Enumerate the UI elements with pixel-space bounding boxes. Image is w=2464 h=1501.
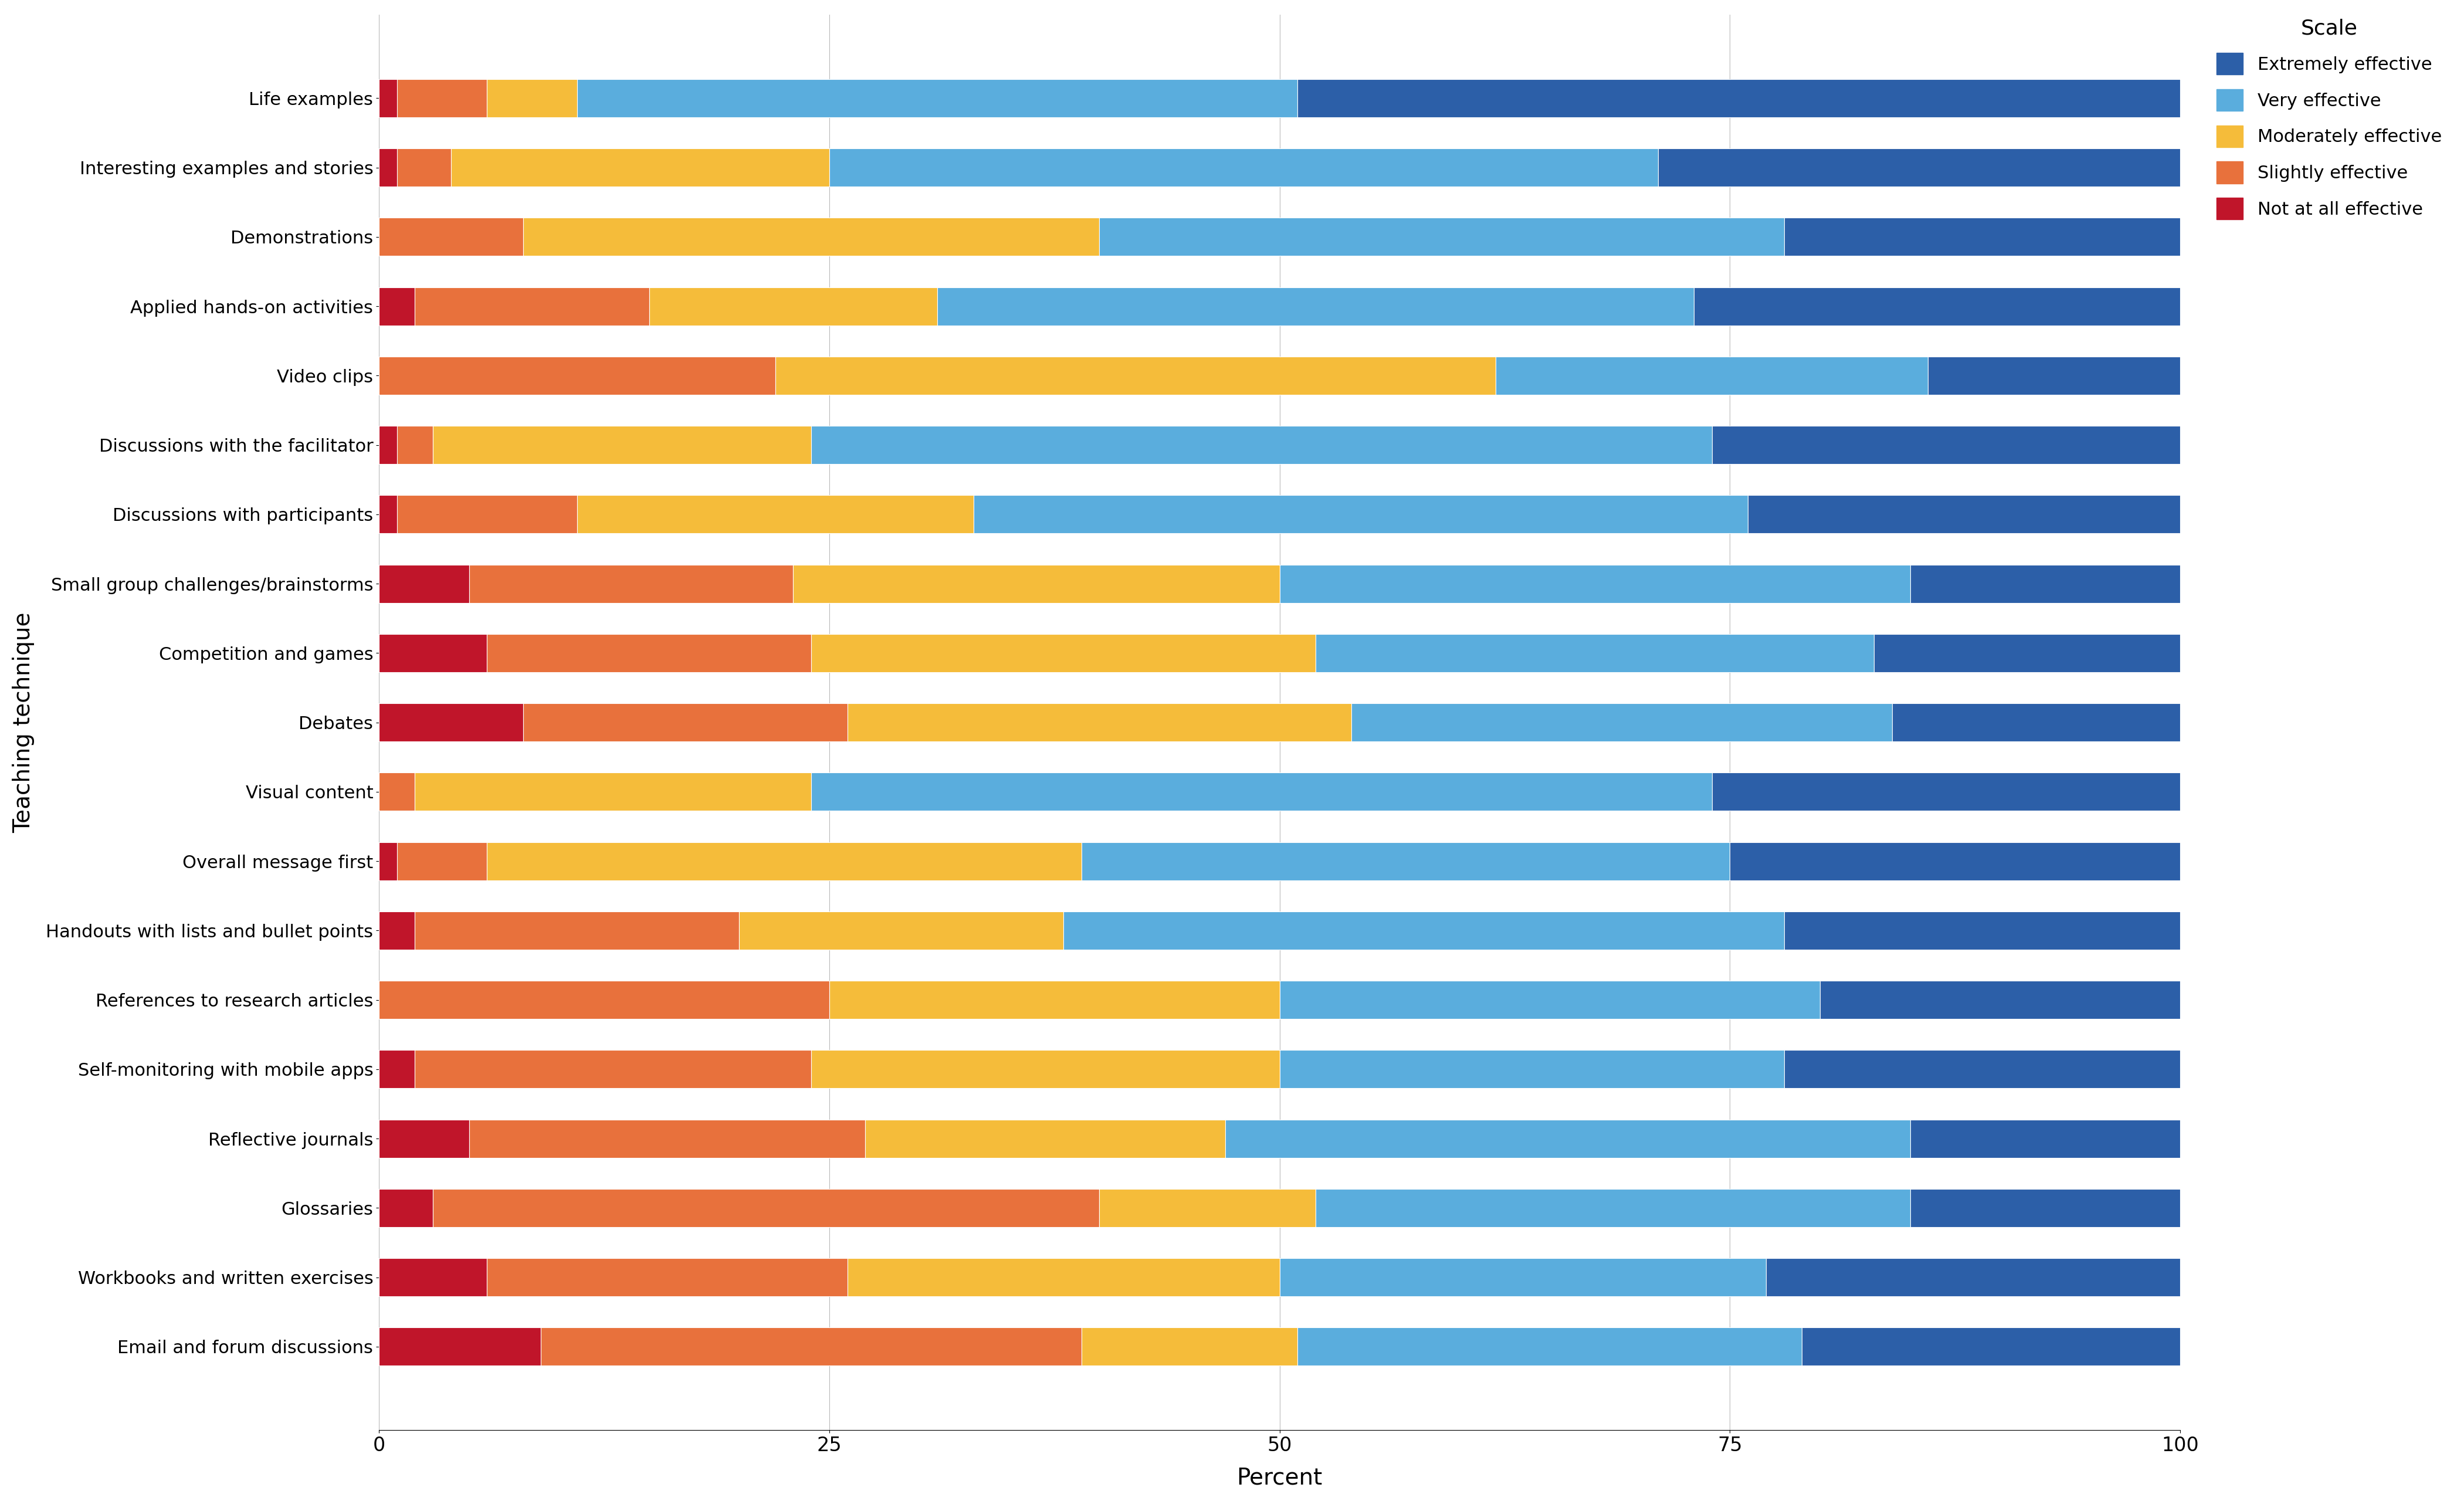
Bar [397, 80, 488, 117]
Bar [1910, 1120, 2181, 1157]
Bar [793, 564, 1279, 603]
Bar [379, 357, 776, 395]
Bar [776, 357, 1496, 395]
Bar [397, 426, 434, 464]
Bar [1279, 1258, 1767, 1297]
Bar [811, 1051, 1279, 1088]
Bar [811, 773, 1712, 811]
Bar [1747, 495, 2181, 533]
Bar [1910, 1189, 2181, 1226]
Bar [1316, 633, 1875, 672]
Bar [1658, 149, 2181, 186]
Bar [379, 426, 397, 464]
Bar [1082, 842, 1730, 880]
Bar [1279, 564, 1910, 603]
Bar [1279, 1051, 1784, 1088]
Bar [414, 773, 811, 811]
Bar [414, 287, 648, 326]
Bar [848, 704, 1353, 741]
Bar [1225, 1120, 1910, 1157]
Bar [1712, 426, 2181, 464]
Bar [379, 80, 397, 117]
Bar [522, 218, 1099, 257]
Bar [379, 1258, 488, 1297]
Bar [811, 426, 1712, 464]
X-axis label: Percent: Percent [1237, 1466, 1323, 1489]
Bar [1496, 357, 1927, 395]
Bar [468, 1120, 865, 1157]
Bar [830, 149, 1658, 186]
Bar [1821, 980, 2181, 1019]
Bar [451, 149, 830, 186]
Bar [522, 704, 848, 741]
Bar [1730, 842, 2181, 880]
Bar [488, 80, 577, 117]
Bar [414, 1051, 811, 1088]
Bar [434, 1189, 1099, 1226]
Bar [1064, 911, 1784, 950]
Bar [1784, 218, 2181, 257]
Bar [379, 564, 468, 603]
Bar [739, 911, 1064, 950]
Bar [379, 149, 397, 186]
Bar [1353, 704, 1892, 741]
Bar [830, 980, 1279, 1019]
Bar [488, 633, 811, 672]
Bar [397, 495, 577, 533]
Bar [1875, 633, 2181, 672]
Bar [1099, 1189, 1316, 1226]
Bar [577, 80, 1299, 117]
Bar [379, 495, 397, 533]
Bar [379, 287, 414, 326]
Bar [1892, 704, 2181, 741]
Bar [1279, 980, 1821, 1019]
Bar [379, 1120, 468, 1157]
Bar [397, 149, 451, 186]
Bar [1316, 1189, 1910, 1226]
Bar [379, 911, 414, 950]
Bar [414, 911, 739, 950]
Bar [379, 218, 522, 257]
Bar [1693, 287, 2181, 326]
Bar [488, 842, 1082, 880]
Bar [973, 495, 1747, 533]
Bar [648, 287, 936, 326]
Bar [379, 633, 488, 672]
Bar [1082, 1327, 1299, 1366]
Bar [1784, 911, 2181, 950]
Bar [936, 287, 1693, 326]
Bar [865, 1120, 1225, 1157]
Bar [1299, 80, 2181, 117]
Bar [379, 773, 414, 811]
Bar [379, 1051, 414, 1088]
Bar [434, 426, 811, 464]
Legend: Extremely effective, Very effective, Moderately effective, Slightly effective, N: Extremely effective, Very effective, Mod… [2208, 9, 2452, 228]
Bar [1801, 1327, 2181, 1366]
Bar [811, 633, 1316, 672]
Bar [488, 1258, 848, 1297]
Bar [542, 1327, 1082, 1366]
Bar [848, 1258, 1279, 1297]
Bar [468, 564, 793, 603]
Bar [1099, 218, 1784, 257]
Bar [379, 1189, 434, 1226]
Bar [379, 980, 830, 1019]
Bar [1299, 1327, 1801, 1366]
Bar [397, 842, 488, 880]
Bar [1927, 357, 2181, 395]
Bar [1910, 564, 2181, 603]
Bar [379, 704, 522, 741]
Bar [379, 842, 397, 880]
Bar [577, 495, 973, 533]
Y-axis label: Teaching technique: Teaching technique [12, 612, 34, 833]
Bar [379, 1327, 542, 1366]
Bar [1767, 1258, 2181, 1297]
Bar [1784, 1051, 2181, 1088]
Bar [1712, 773, 2181, 811]
